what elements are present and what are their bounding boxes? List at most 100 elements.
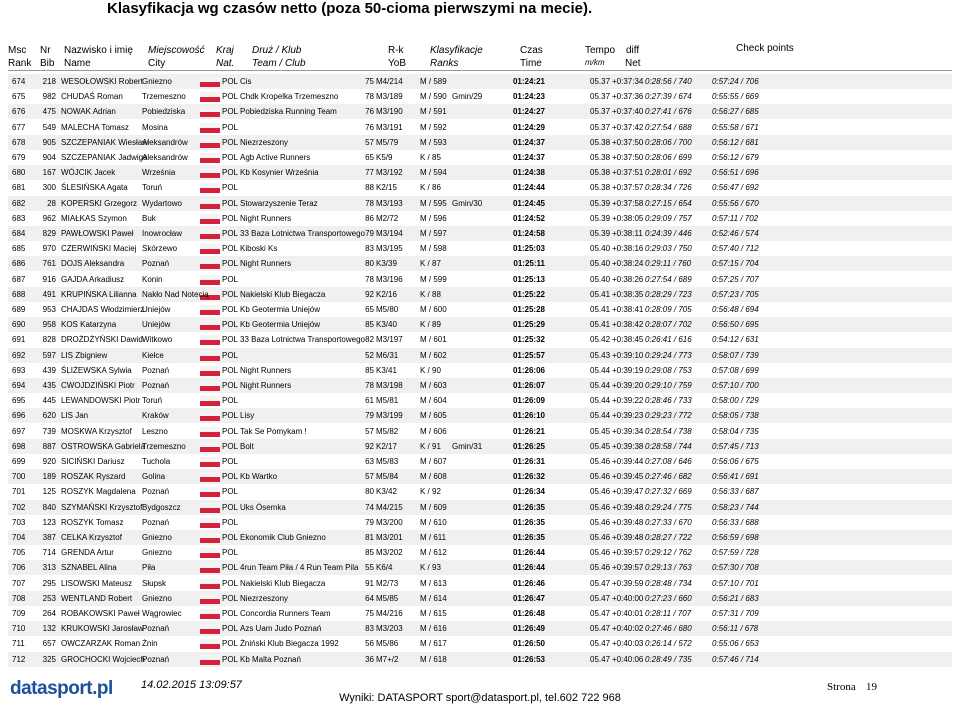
cell-cp: 0:56:50 / 695: [712, 320, 759, 330]
cell-cp: 0:56:59 / 698: [712, 533, 759, 542]
header-diff: diff: [626, 45, 640, 56]
cell-bib: 218: [42, 77, 56, 86]
cell-tempo: 05.44: [590, 365, 611, 375]
cell-nat: POL: [222, 137, 239, 147]
flag-red: [200, 644, 220, 650]
cell-city: Trzemeszno: [142, 441, 186, 451]
cell-cat: K5/9: [376, 153, 393, 162]
flag: [200, 441, 220, 452]
cell-diff: +0:38:35: [612, 289, 644, 299]
cell-team: Night Runners: [240, 381, 292, 390]
cell-city: Aleksandrów: [142, 153, 188, 162]
cell-bib: 491: [42, 289, 56, 299]
cell-time: 01:25:03: [512, 244, 545, 254]
cell-rank: 698: [12, 441, 26, 451]
cell-ranks: M / 605: [420, 411, 447, 421]
cell-team: Nakielski Klub Biegacza: [240, 289, 326, 299]
cell-team: Kb Geotermia Uniejów: [240, 305, 321, 314]
cell-name: CWOJDZIŃSKI Piotr: [61, 381, 135, 390]
header-city-en: City: [148, 58, 166, 69]
flag-red: [200, 188, 220, 194]
cell-bib: 253: [42, 593, 56, 603]
cell-city: Poznań: [142, 517, 170, 527]
cell-net: 0:27:23 / 660: [645, 593, 692, 603]
cell-cp: 0:57:10 / 701: [712, 578, 759, 588]
cell-time: 01:25:22: [512, 289, 545, 299]
flag-red: [200, 264, 220, 270]
flag-white: [200, 457, 220, 462]
cell-diff: +0:38:11: [612, 229, 643, 238]
flag-red: [200, 279, 220, 285]
cell-name: KRUPIŃSKA Lilianna: [61, 289, 137, 299]
cell-nat: POL: [222, 441, 239, 451]
cell-name: ROBAKOWSKI Paweł: [61, 609, 140, 618]
result-row: 694 435 CWOJDZIŃSKI Piotr Poznań POL Night Ru…: [8, 378, 952, 393]
flag: [200, 320, 220, 331]
cell-time: 01:26:21: [512, 426, 545, 436]
cell-ranks: M / 614: [420, 593, 447, 603]
cell-time: 01:26:44: [512, 548, 545, 558]
cell-tempo: 05.47: [590, 654, 611, 664]
logo: datasport.pl: [10, 678, 113, 699]
cell-yob: 80: [365, 259, 374, 269]
cell-time: 01:26:46: [512, 578, 545, 588]
result-row: 710 132 KRUKOWSKI Jarosław Poznań POL Azs Uam…: [8, 621, 952, 637]
cell-ranks: M / 607: [420, 457, 447, 466]
cell-name: SZNABEL Alina: [61, 563, 117, 573]
cell-tempo: 05.47: [590, 624, 611, 634]
flag-white: [200, 593, 220, 599]
cell-city: Poznań: [142, 654, 170, 664]
cell-tempo: 05.41: [590, 320, 611, 330]
cell-city: Gniezno: [142, 533, 172, 542]
cell-city: Kiełce: [142, 350, 164, 360]
cell-diff: +0:38:42: [612, 320, 644, 330]
flag-white: [200, 320, 220, 326]
cell-team: Agb Active Runners: [240, 153, 311, 162]
cell-rank: 711: [12, 639, 25, 649]
cell-net: 0:29:09 / 757: [645, 213, 692, 223]
flag: [200, 472, 220, 483]
cell-rank: 675: [12, 92, 26, 102]
cell-net: 0:26:41 / 616: [645, 335, 692, 345]
flag-red: [200, 218, 220, 224]
flag-red: [200, 614, 220, 619]
result-row: 692 597 LIS Zbigniew Kiełce POL 52 M6/31 M / 60…: [8, 347, 952, 363]
cell-time: 01:24:52: [512, 213, 545, 223]
cell-name: CELKA Krzysztof: [61, 533, 122, 542]
cell-city: Leszno: [142, 426, 168, 436]
flag-white: [200, 183, 220, 189]
cell-cp: 0:58:05 / 738: [712, 411, 759, 421]
cell-city: Września: [142, 168, 176, 178]
cell-name: SICIŃSKI Dariusz: [61, 457, 125, 466]
cell-bib: 123: [42, 517, 56, 527]
cell-yob: 63: [365, 457, 374, 466]
cell-cat: M3/196: [376, 274, 403, 284]
header-tempo-en: m/km: [585, 58, 605, 67]
cell-tempo: 05.38: [590, 137, 611, 147]
cell-ranks: M / 596: [420, 213, 447, 223]
cell-team: Tak Se Pomykam !: [240, 426, 307, 436]
header-ranks: Klasyfikacje: [430, 45, 483, 56]
cell-bib: 549: [42, 122, 56, 132]
cell-name: DOJS Aleksandra: [61, 259, 125, 269]
cell-ranks: M / 618: [420, 654, 447, 664]
result-row: 687 916 GAJDA Arkadiusz Konin POL 78 M3/196 M /…: [8, 272, 952, 287]
cell-rank: 690: [12, 320, 26, 330]
flag-red: [200, 568, 220, 574]
cell-net: 0:26:14 / 572: [645, 639, 692, 649]
cell-rank: 703: [12, 517, 26, 527]
flag-white: [200, 502, 220, 508]
header-tempo: Tempo: [585, 45, 616, 56]
cell-yob: 92: [365, 441, 374, 451]
cell-diff: +0:40:02: [612, 624, 644, 634]
cell-diff: +0:39:47: [612, 487, 644, 497]
flag: [200, 502, 220, 513]
cell-net: 0:29:10 / 759: [645, 381, 692, 390]
cell-cat: M3/202: [376, 548, 403, 558]
cell-nat: POL: [222, 381, 239, 390]
cell-ranks: M / 612: [420, 548, 447, 558]
cell-team: Nakielski Klub Biegacza: [240, 578, 326, 588]
cell-bib: 264: [42, 609, 56, 618]
flag-white: [200, 350, 220, 356]
